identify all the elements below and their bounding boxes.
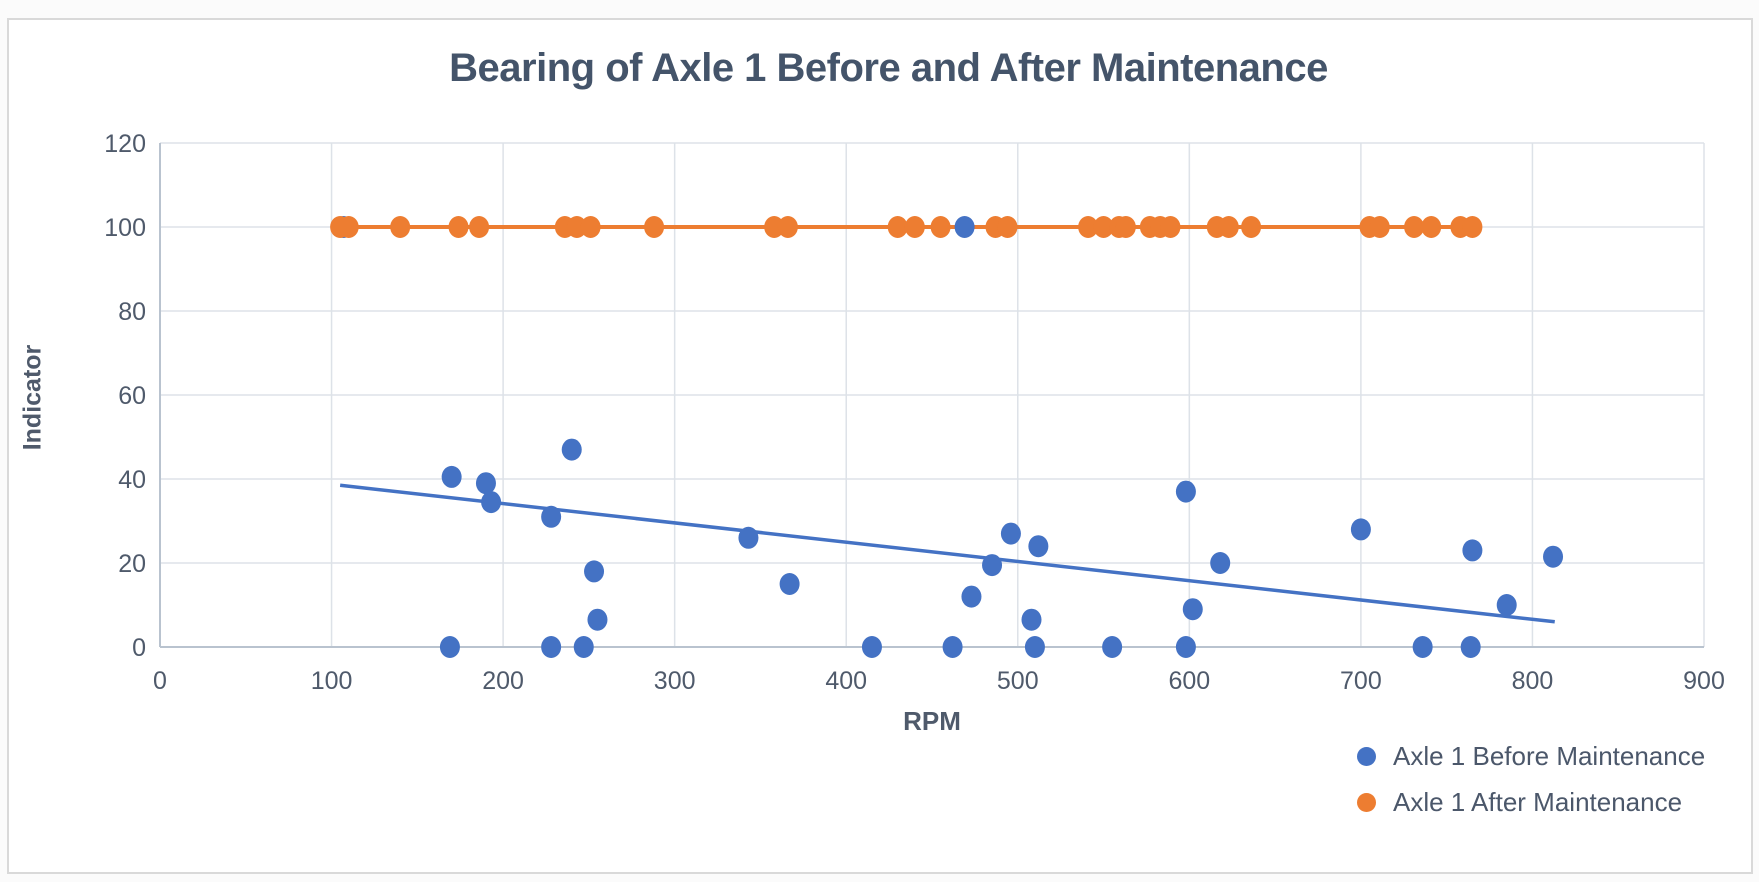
before-data-point xyxy=(1021,608,1042,631)
after-data-point xyxy=(644,216,665,238)
y-tick-label: 20 xyxy=(118,550,146,578)
after-data-point xyxy=(1160,216,1181,238)
before-data-point xyxy=(1175,636,1196,658)
y-tick-label: 120 xyxy=(104,130,146,158)
after-data-point xyxy=(930,216,951,238)
before-data-point xyxy=(1028,535,1049,558)
before-data-point xyxy=(954,216,975,238)
after-data-point xyxy=(1218,216,1239,238)
before-data-point xyxy=(441,465,462,488)
x-tick-label: 500 xyxy=(997,667,1039,695)
before-data-point xyxy=(982,554,1003,577)
before-data-point xyxy=(573,636,594,658)
x-tick-label: 0 xyxy=(153,667,167,695)
before-data-point xyxy=(1412,636,1433,658)
after-data-point xyxy=(1241,216,1262,238)
x-tick-label: 200 xyxy=(482,667,524,695)
before-data-point xyxy=(1175,480,1196,503)
legend-marker-blue-icon xyxy=(1357,746,1376,766)
x-tick-label: 600 xyxy=(1168,667,1210,695)
legend-marker-orange-icon xyxy=(1357,792,1376,812)
after-data-point xyxy=(1093,216,1114,238)
after-data-point xyxy=(1462,216,1483,238)
y-tick-label: 80 xyxy=(118,298,146,326)
legend: Axle 1 Before Maintenance Axle 1 After M… xyxy=(1357,738,1705,820)
legend-item-before: Axle 1 Before Maintenance xyxy=(1357,738,1705,774)
after-data-point xyxy=(764,216,785,238)
after-data-point xyxy=(580,216,601,238)
before-data-point xyxy=(942,636,963,658)
before-data-point xyxy=(1460,636,1481,658)
before-data-point xyxy=(1543,545,1564,568)
after-data-point xyxy=(777,216,798,238)
before-data-point xyxy=(475,472,496,495)
before-data-point xyxy=(1024,636,1045,658)
after-data-point xyxy=(448,216,469,238)
after-data-point xyxy=(904,216,925,238)
x-tick-label: 800 xyxy=(1512,667,1554,695)
chart-card: Bearing of Axle 1 Before and After Maint… xyxy=(7,18,1753,874)
before-data-point xyxy=(1496,594,1517,616)
before-data-point xyxy=(1350,518,1371,541)
before-data-point xyxy=(587,608,608,631)
scatter-plot: 0 20 40 60 80 100 120 0 100 200 300 400 500 600 700 800… xyxy=(104,130,1725,695)
after-data-point xyxy=(1115,216,1136,238)
y-tick-label: 100 xyxy=(104,214,146,242)
before-data-point xyxy=(439,636,460,658)
before-data-point xyxy=(541,636,562,658)
legend-item-after: Axle 1 After Maintenance xyxy=(1357,784,1705,820)
before-data-point xyxy=(1210,552,1231,574)
before-data-point xyxy=(961,585,982,608)
before-trendline xyxy=(339,483,1555,624)
before-data-point xyxy=(1102,636,1123,658)
x-tick-label: 100 xyxy=(311,667,353,695)
x-tick-label: 900 xyxy=(1683,667,1725,695)
after-data-point xyxy=(1078,216,1099,238)
before-data-point xyxy=(561,438,582,461)
before-data-point xyxy=(738,526,759,549)
x-tick-label: 300 xyxy=(654,667,696,695)
before-data-point xyxy=(1000,522,1021,545)
after-data-point xyxy=(469,216,490,238)
x-axis-title: RPM xyxy=(903,706,961,736)
after-data-point xyxy=(338,216,359,238)
before-data-point xyxy=(1462,539,1483,562)
before-data-point xyxy=(541,505,562,528)
before-data-point xyxy=(584,560,605,583)
y-tick-label: 0 xyxy=(132,634,146,662)
x-tick-label: 400 xyxy=(825,667,867,695)
before-data-point xyxy=(481,491,502,514)
after-data-point xyxy=(887,216,908,238)
legend-label: Axle 1 After Maintenance xyxy=(1393,786,1683,817)
after-data-point xyxy=(1369,216,1390,238)
after-data-point xyxy=(1421,216,1442,238)
y-tick-label: 60 xyxy=(118,382,146,410)
x-tick-label: 700 xyxy=(1340,667,1382,695)
before-data-point xyxy=(861,636,882,658)
after-data-point xyxy=(997,216,1018,238)
y-tick-label: 40 xyxy=(118,466,146,494)
y-axis-title: Indicator xyxy=(18,344,47,451)
before-data-point xyxy=(779,573,800,595)
after-data-point xyxy=(566,216,587,238)
legend-label: Axle 1 Before Maintenance xyxy=(1393,740,1706,771)
after-data-point xyxy=(1404,216,1425,238)
chart-title: Bearing of Axle 1 Before and After Maint… xyxy=(449,46,1328,90)
before-data-point xyxy=(1182,598,1203,621)
after-data-point xyxy=(390,216,411,238)
